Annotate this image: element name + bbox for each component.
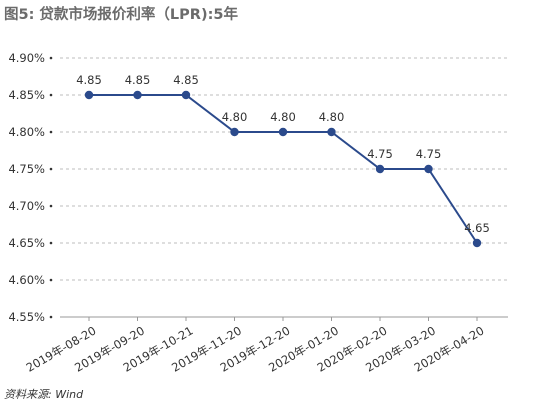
y-tick-label: 4.90% (8, 51, 45, 65)
data-label: 4.85 (125, 73, 151, 87)
data-label: 4.75 (367, 147, 393, 161)
data-label: 4.80 (270, 110, 296, 124)
data-point (472, 238, 482, 248)
data-label: 4.65 (464, 221, 490, 235)
source-note: 资料来源: Wind (4, 388, 84, 401)
data-point (230, 127, 239, 137)
y-tick-mark (49, 130, 53, 134)
y-tick-mark (49, 278, 53, 282)
y-tick-label: 4.80% (8, 125, 45, 139)
y-tick-label: 4.85% (8, 88, 45, 102)
data-point (278, 127, 288, 137)
chart-title: 图5: 贷款市场报价利率（LPR):5年 (4, 7, 238, 23)
data-label: 4.85 (76, 73, 102, 87)
y-tick-mark (49, 93, 53, 97)
data-point (133, 90, 142, 100)
y-tick-mark (49, 204, 53, 208)
data-label: 4.75 (416, 147, 442, 161)
y-tick-label: 4.60% (8, 273, 45, 287)
data-point (327, 127, 336, 137)
y-tick-label: 4.75% (8, 162, 45, 176)
data-label: 4.85 (173, 73, 199, 87)
data-label: 4.80 (222, 110, 248, 124)
y-tick-mark (49, 241, 53, 245)
data-point (375, 164, 385, 174)
y-tick-label: 4.70% (8, 199, 45, 213)
data-label: 4.80 (319, 110, 345, 124)
y-tick-label: 4.65% (8, 236, 45, 250)
y-tick-mark (49, 167, 53, 171)
data-point (424, 164, 433, 174)
data-point (84, 90, 94, 100)
y-tick-mark (49, 315, 53, 319)
data-point (181, 90, 191, 100)
y-tick-label: 4.55% (8, 310, 45, 324)
y-tick-mark (49, 56, 53, 60)
